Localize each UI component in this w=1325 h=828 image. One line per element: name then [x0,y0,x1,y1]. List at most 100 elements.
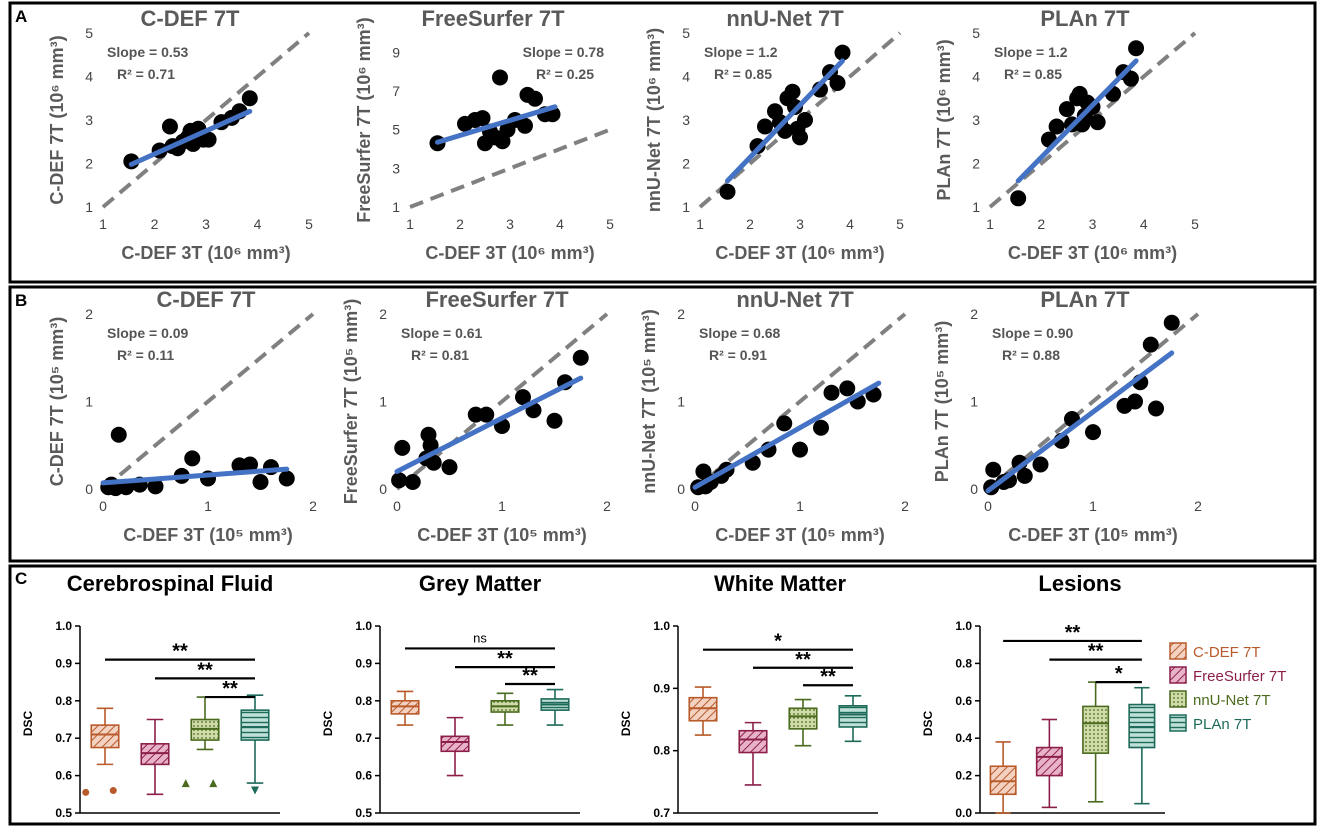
data-point [478,406,495,423]
x-tick-label: 1 [796,498,804,514]
data-point [1142,336,1159,353]
outlier-marker [109,787,117,795]
panel-a-frame [8,1,1317,284]
fit-line [435,104,558,145]
y-tick-label: 1 [972,199,980,215]
data-point [813,419,829,436]
box-0 [688,686,718,736]
x-tick-label: 4 [1140,216,1148,232]
box-iqr [788,707,818,730]
identity-line [693,312,907,491]
y-tick-label: 5 [682,25,690,41]
data-point [823,384,840,401]
y-axis-label: PLAn 7T (10⁶ mm³) [934,39,954,200]
box-chart-c1: Cerebrospinal Fluid 0.5 0.6 0.7 0.8 0.9 1.0 DSC… [21,571,280,820]
y-tick-label: 0.6 [955,694,972,708]
data-point [1016,467,1033,484]
y-tick-label: 0.8 [55,694,72,708]
chart-title: White Matter [714,571,846,596]
data-point [474,110,491,127]
slope-label: Slope = 0.78 [523,44,605,60]
x-tick-label: 2 [1194,498,1202,514]
y-tick-label: 7 [392,83,400,99]
y-axis-label: DSC [321,711,335,737]
data-point [242,456,258,473]
chart-title: Lesions [1038,571,1121,596]
y-axis-label: nnU-Net 7T (10⁶ mm³) [644,28,664,212]
y-tick-label: 1 [677,394,685,410]
y-tick-label: 2 [85,306,93,322]
data-point [792,129,808,146]
data-point [719,183,736,200]
data-point [1089,114,1106,131]
box-iqr [1082,705,1110,754]
y-tick-label: 3 [392,160,400,176]
y-tick-label: 0.8 [355,694,372,708]
y-tick-label: 4 [85,69,93,85]
x-tick-label: 0 [99,498,107,514]
x-tick-label: 1 [99,216,107,232]
y-tick-label: 0.6 [55,769,72,783]
y-tick-label: 2 [85,156,93,172]
data-point [834,44,851,61]
box-1 [738,721,768,786]
legend-label: C-DEF 7T [1193,644,1261,661]
x-tick-label: 2 [603,498,611,514]
scatter-chart-b4: PLAn 7T 0 1 2 0 1 2 C-DEF 3T (10⁵ mm³) PLAn 7T (… [932,287,1202,545]
data-point [1127,393,1143,410]
y-tick-label: 1 [392,199,400,215]
r2-label: R² = 0.91 [709,347,767,363]
chart-title: C-DEF 7T [157,287,257,312]
data-point [241,90,258,107]
x-tick-label: 5 [896,216,904,232]
data-point [1128,40,1145,57]
data-point [792,441,808,458]
significance-label: ** [197,659,213,681]
y-tick-label: 0.0 [955,806,972,820]
y-tick-label: 0.7 [355,731,372,745]
legend-swatch [1169,642,1187,660]
data-point [1148,400,1164,417]
x-axis-label: C-DEF 3T (10⁵ mm³) [417,525,586,545]
data-point [1163,314,1180,331]
data-point [784,83,801,100]
data-point [829,75,846,92]
slope-label: Slope = 0.09 [107,325,189,341]
data-point [757,118,773,135]
box-3 [1128,686,1156,805]
identity-line [409,127,611,209]
y-tick-label: 3 [972,112,980,128]
chart-title: nnU-Net 7T [726,6,844,31]
identity-line [101,31,311,209]
identity-line [101,312,315,491]
y-tick-label: 4 [682,69,690,85]
box-3 [838,695,868,743]
y-tick-label: 0 [379,481,387,497]
x-tick-label: 3 [202,216,210,232]
y-axis-label: DSC [21,711,35,737]
y-axis-label: FreeSurfer 7T (10⁵ mm³) [341,299,361,505]
x-tick-label: 2 [1037,216,1045,232]
data-point [394,439,411,456]
box-0 [989,741,1017,814]
slope-label: Slope = 1.2 [704,44,778,60]
y-tick-label: 2 [970,306,978,322]
legend-label: nnU-Net 7T [1193,692,1271,709]
y-tick-label: 0.9 [55,656,72,670]
x-tick-label: 2 [456,216,464,232]
r2-label: R² = 0.88 [1002,347,1060,363]
data-point [422,437,439,454]
y-tick-label: 1.0 [355,619,372,633]
y-tick-label: 0 [970,481,978,497]
data-point [492,69,508,86]
y-tick-label: 1.0 [955,619,972,633]
significance-label: ns [473,630,487,645]
data-point [1048,118,1065,135]
data-point [147,478,164,495]
x-tick-label: 1 [406,216,414,232]
x-tick-label: 2 [901,498,909,514]
x-tick-label: 5 [606,216,614,232]
x-axis-label: C-DEF 3T (10⁵ mm³) [123,525,292,545]
